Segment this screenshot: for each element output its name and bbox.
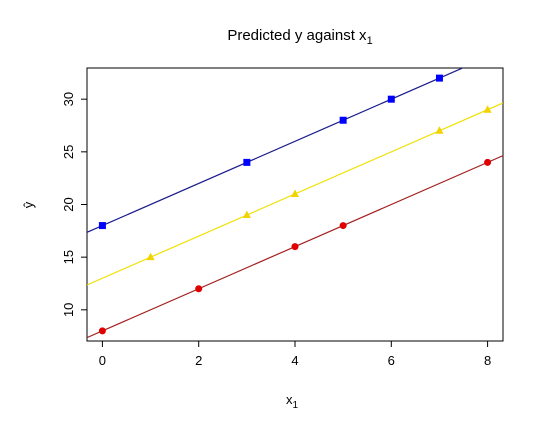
x-tick-label: 8 [484, 353, 491, 368]
point [483, 105, 492, 113]
y-tick-label: 10 [61, 303, 76, 317]
point [339, 222, 347, 230]
point [291, 189, 299, 197]
point [243, 158, 251, 166]
chart-title: Predicted y against x1 [227, 27, 372, 47]
point [435, 74, 443, 82]
x-axis-label: x1 [286, 392, 299, 411]
plot-frame [86, 67, 504, 342]
y-tick-label: 30 [61, 92, 76, 106]
title-sub: 1 [367, 35, 373, 47]
y-tick-label: 15 [61, 250, 76, 264]
x-tick-label: 2 [195, 353, 202, 368]
point [146, 252, 155, 261]
title-main: Predicted y against x [227, 27, 367, 44]
point [339, 116, 347, 124]
point [291, 243, 299, 251]
x-tick-label: 0 [99, 353, 106, 368]
x-tick-label: 4 [291, 353, 298, 368]
point [242, 210, 251, 219]
fit-line [87, 68, 465, 233]
point [484, 158, 492, 166]
y-tick-label: 25 [61, 145, 76, 159]
point [387, 95, 395, 103]
point [195, 285, 203, 293]
point [98, 327, 106, 335]
y-axis-label: ŷ [21, 201, 36, 208]
point [435, 126, 444, 134]
x-tick-label: 6 [388, 353, 395, 368]
y-tick-label: 20 [61, 197, 76, 211]
point [98, 222, 106, 230]
x-label-main: x [286, 392, 293, 407]
x-label-sub: 1 [292, 400, 298, 411]
